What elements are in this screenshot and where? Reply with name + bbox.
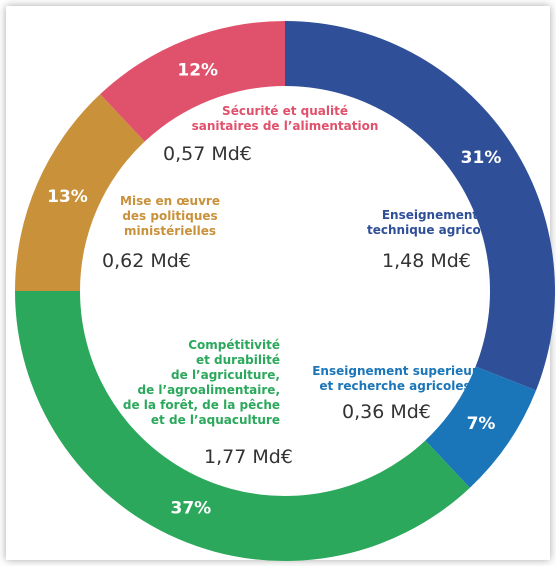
donut-segment [425, 366, 537, 488]
amount-label: 1,77 Md€ [204, 446, 293, 468]
percent-label: 12% [177, 61, 218, 81]
percent-label: 37% [171, 499, 212, 519]
category-label: Mise en œuvre des politiques ministériel… [120, 194, 220, 238]
category-label: Enseignement superieur et recherche agri… [312, 364, 478, 393]
amount-label: 0,36 Md€ [342, 401, 431, 423]
percent-label: 31% [461, 148, 502, 168]
donut-segment [285, 21, 556, 391]
donut-segment [15, 291, 470, 561]
category-label: Sécurité et qualité sanitaires de l’alim… [191, 104, 379, 133]
percent-label: 13% [47, 187, 88, 207]
amount-label: 1,48 Md€ [382, 250, 471, 272]
amount-label: 0,57 Md€ [163, 143, 252, 165]
category-label: Compétitivité et durabilité de l’agricul… [122, 338, 280, 427]
donut-segment [15, 94, 145, 292]
donut-segment [100, 21, 286, 142]
amount-label: 0,62 Md€ [102, 250, 191, 272]
category-label: Enseignement technique agricole [367, 208, 493, 237]
percent-label: 7% [467, 414, 496, 434]
